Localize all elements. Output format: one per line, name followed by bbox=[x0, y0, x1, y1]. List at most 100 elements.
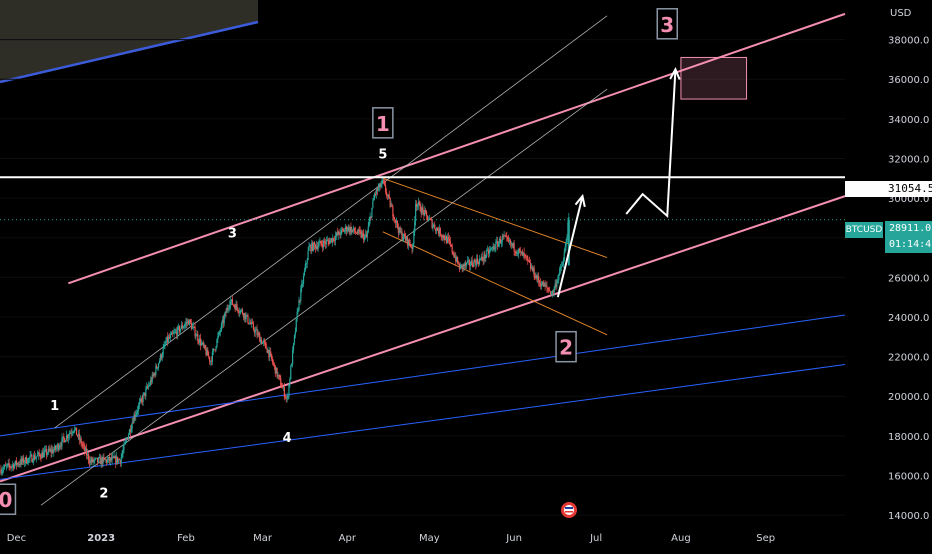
candle-body bbox=[119, 459, 121, 464]
candle-body bbox=[230, 301, 232, 306]
blue-line-lower bbox=[0, 364, 846, 480]
candle-body bbox=[12, 464, 14, 466]
candle-body bbox=[498, 242, 500, 247]
candle-body bbox=[351, 229, 353, 233]
candle-body bbox=[559, 268, 561, 275]
candle-body bbox=[127, 434, 130, 440]
candle-body bbox=[564, 246, 566, 253]
candle-body bbox=[408, 239, 410, 244]
candle-body bbox=[209, 361, 212, 362]
candle-body bbox=[230, 299, 233, 302]
candle-body bbox=[491, 247, 493, 249]
candle-body bbox=[9, 465, 11, 467]
candle-body bbox=[101, 458, 103, 464]
candle-body bbox=[411, 246, 413, 250]
candle-body bbox=[282, 387, 285, 389]
candle-body bbox=[112, 456, 114, 458]
candle-body bbox=[404, 233, 406, 237]
candle-body bbox=[147, 385, 150, 388]
candle-body bbox=[557, 280, 559, 281]
candle-body bbox=[397, 227, 399, 233]
candle-body bbox=[546, 285, 548, 288]
candle-body bbox=[554, 283, 556, 288]
candle-body bbox=[167, 336, 169, 342]
candle-body bbox=[246, 314, 248, 316]
projection-arrow-1 bbox=[556, 195, 584, 298]
candle-body bbox=[281, 386, 283, 388]
candle-body bbox=[443, 235, 445, 239]
candle-body bbox=[175, 331, 177, 333]
symbol-price-tag[interactable]: BTCUSD 28911.0 01:14:41 bbox=[845, 221, 932, 253]
currency-label: USD bbox=[890, 8, 912, 19]
candle-body bbox=[517, 253, 519, 255]
candle-body bbox=[530, 267, 533, 269]
candle-body bbox=[297, 310, 299, 312]
candles bbox=[0, 176, 570, 477]
level-price-tag[interactable]: 31054.5 bbox=[845, 181, 932, 197]
candle-body bbox=[57, 444, 59, 450]
candle-body bbox=[71, 432, 73, 434]
candle-body bbox=[291, 364, 293, 367]
candle-body bbox=[187, 320, 189, 323]
target-zone-group bbox=[680, 56, 748, 100]
candle-body bbox=[179, 328, 182, 332]
candle-body bbox=[106, 459, 108, 463]
candle-body bbox=[537, 276, 539, 280]
candle-body bbox=[4, 465, 7, 467]
candle-body bbox=[68, 433, 70, 437]
flag-icon[interactable] bbox=[561, 502, 577, 518]
candle-body bbox=[446, 237, 449, 243]
primary-wave-box bbox=[656, 8, 678, 40]
candle-body bbox=[527, 257, 529, 261]
candle-body bbox=[322, 244, 324, 248]
candle-body bbox=[247, 314, 249, 323]
candle-body bbox=[329, 240, 331, 244]
candle-body bbox=[299, 300, 301, 301]
candle-body bbox=[214, 349, 216, 351]
candle-body bbox=[285, 397, 287, 399]
candle-body bbox=[181, 325, 183, 329]
candle-body bbox=[276, 367, 278, 377]
candle-body bbox=[391, 205, 393, 207]
candle-body bbox=[402, 238, 404, 239]
candle-body bbox=[534, 276, 536, 279]
level-price-value: 31054.5 bbox=[888, 182, 932, 195]
candle-body bbox=[25, 457, 28, 464]
minor-wave-label: 2 bbox=[99, 486, 108, 501]
candle-body bbox=[56, 444, 59, 448]
candle-body bbox=[459, 264, 461, 270]
candle-body bbox=[113, 456, 115, 459]
candle-body bbox=[416, 205, 419, 207]
candle-body bbox=[116, 456, 119, 463]
candle-body bbox=[190, 322, 193, 329]
candle-body bbox=[223, 316, 225, 324]
candle-body bbox=[461, 264, 463, 269]
candle-body bbox=[14, 460, 17, 465]
candle-body bbox=[480, 256, 482, 260]
candle-body bbox=[3, 465, 6, 468]
candle-body bbox=[366, 232, 368, 237]
projection-arrow-2 bbox=[625, 69, 677, 219]
candle-body bbox=[97, 457, 100, 462]
candle-body bbox=[188, 320, 190, 325]
candle-body bbox=[267, 350, 269, 353]
candle-body bbox=[177, 326, 179, 336]
primary-wave-box bbox=[0, 483, 17, 515]
candle-body bbox=[437, 230, 440, 234]
candle-body bbox=[444, 238, 446, 241]
candle-body bbox=[302, 275, 305, 284]
candle-body bbox=[213, 349, 215, 351]
y-tick-label: 22000.0 bbox=[888, 353, 929, 364]
candle-body bbox=[122, 449, 124, 454]
candle-body bbox=[273, 364, 275, 366]
candle-body bbox=[54, 446, 56, 451]
candle-body bbox=[388, 194, 390, 198]
candle-body bbox=[33, 455, 35, 462]
candle-body bbox=[373, 198, 375, 201]
primary-wave-label: 3 bbox=[660, 13, 674, 37]
candle-body bbox=[464, 262, 466, 267]
candle-body bbox=[40, 457, 42, 459]
candle-body bbox=[509, 240, 512, 245]
